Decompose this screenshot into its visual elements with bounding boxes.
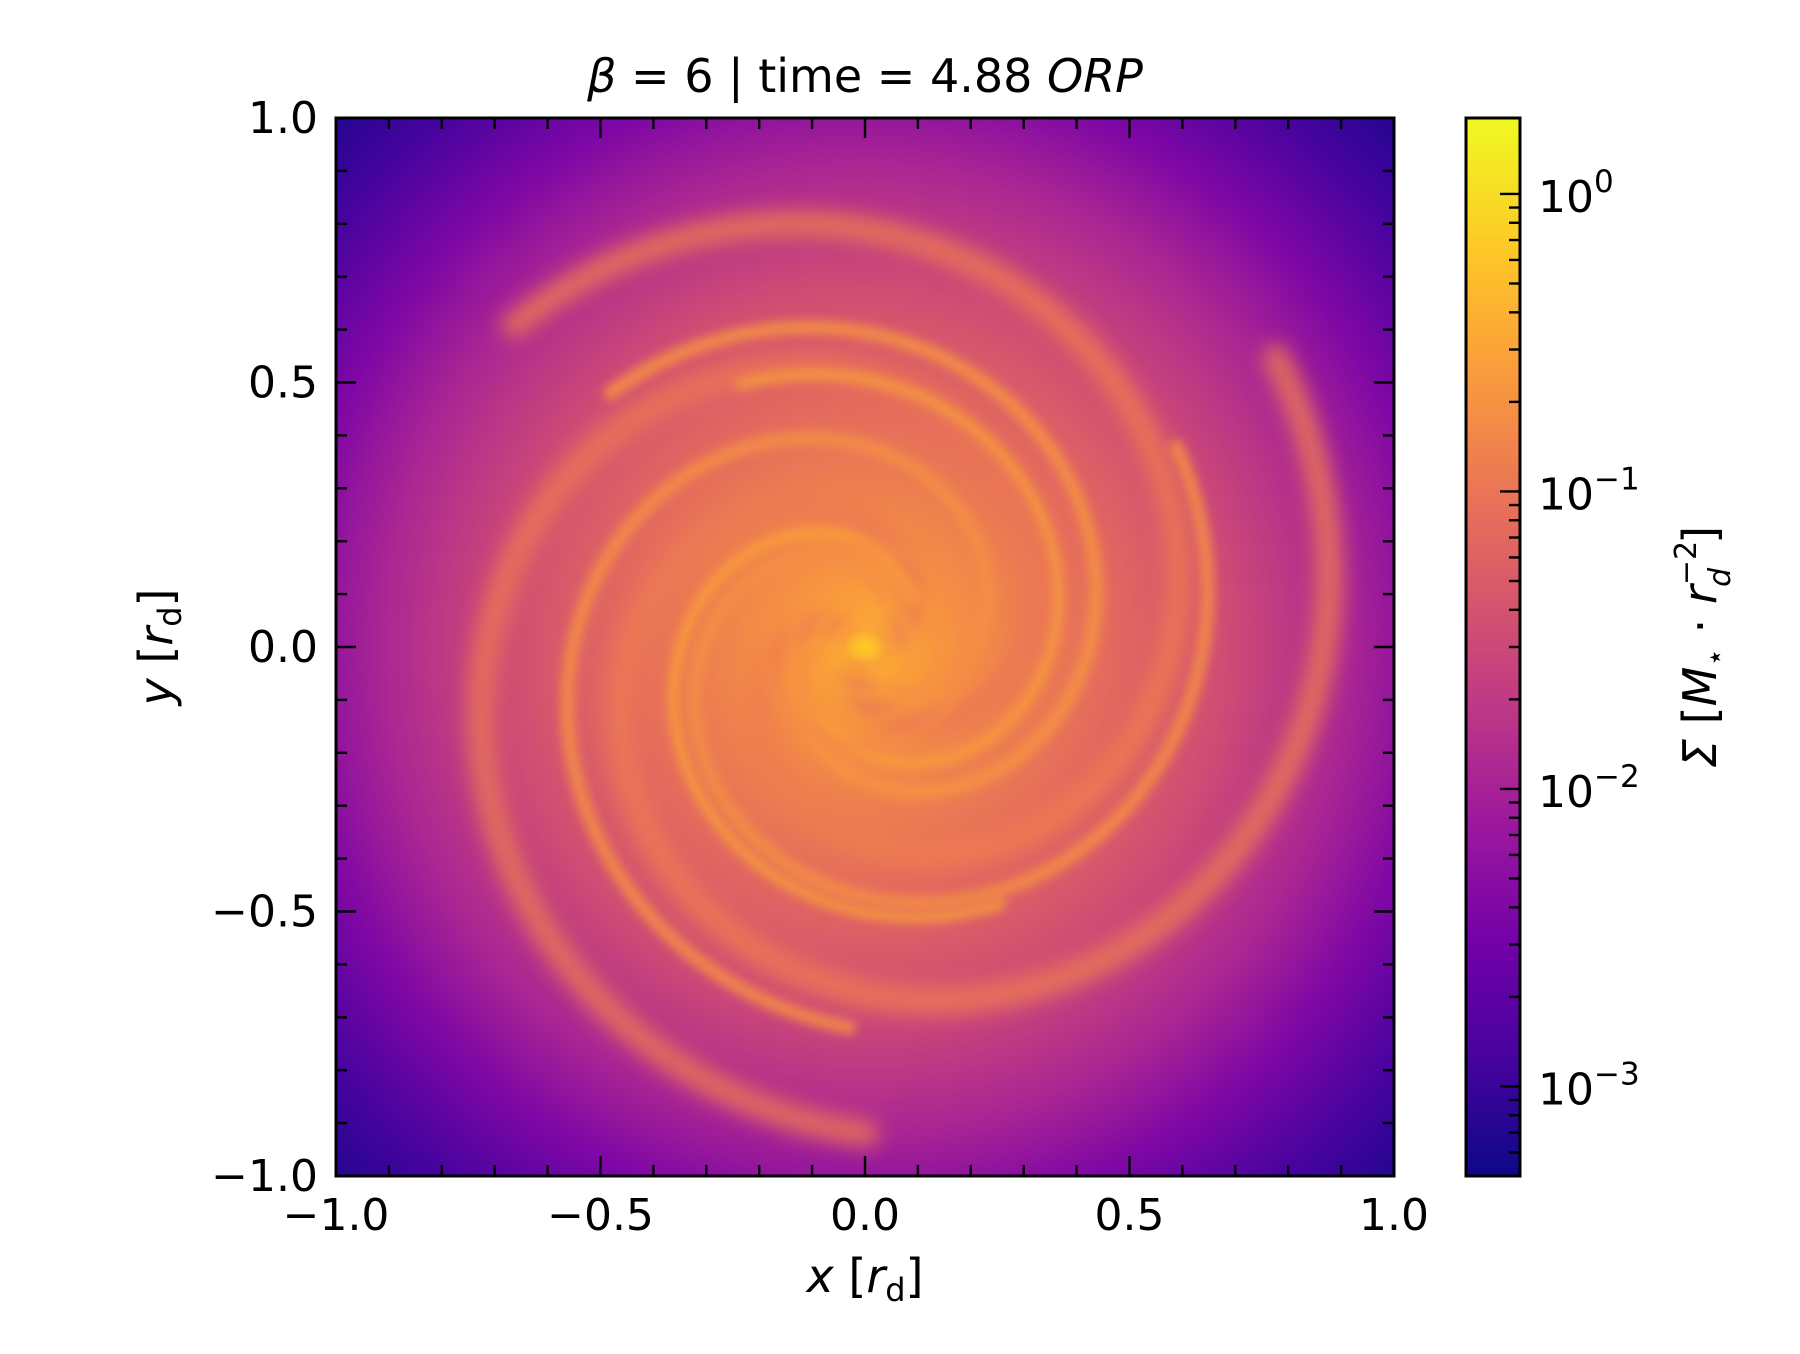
x-tick-label: 1.0 [1359,1190,1429,1241]
inner-ring-1 [833,615,897,679]
colorbar-label: Σ [M⋆ · r−2d] [1669,526,1738,768]
y-axis-ticks: −1.0 −0.5 0.0 0.5 1.0 [211,93,1394,1202]
spiral-arm-1 [607,344,1343,1014]
x-tick-label: 0.0 [830,1190,900,1241]
chart-title: β = 6 | time = 4.88 ORP [586,49,1143,104]
spiral-arm-4 [687,439,1215,911]
density-field [336,118,1394,1176]
y-tick-label: −1.0 [211,1151,318,1202]
x-tick-label: 0.5 [1095,1190,1165,1241]
title-middle: = 6 | time = 4.88 [616,49,1047,104]
colorbar-tick-label: 10−1 [1538,461,1640,520]
core [851,637,879,657]
colorbar-tick-label: 10−3 [1538,1056,1640,1115]
x-tick-label: −0.5 [547,1190,654,1241]
colorbar-tick-label: 100 [1538,164,1614,223]
x-axis-ticks: −1.0 −0.5 0.0 0.5 1.0 [283,118,1429,1241]
inner-ring-4 [759,541,971,753]
x-axis-label: x [rd] [805,1249,924,1309]
colorbar-tick-label: 10−2 [1538,759,1640,818]
y-tick-label: 0.5 [248,358,318,409]
spiral-arm-2 [501,211,1192,866]
colorbar-ticks: 10−3 10−2 10−1 100 [1500,164,1640,1178]
title-beta: β [586,49,616,103]
x-tick-label: −1.0 [283,1190,390,1241]
y-tick-label: 0.0 [248,622,318,673]
inner-ring-2 [812,594,918,700]
y-tick-label: −0.5 [211,887,318,938]
spiral-arm-6 [560,431,995,1035]
y-tick-label: 1.0 [248,93,318,144]
title-unit: ORP [1047,49,1143,103]
y-axis-label: y [rd] [129,589,189,708]
inner-ring-3 [785,567,945,727]
